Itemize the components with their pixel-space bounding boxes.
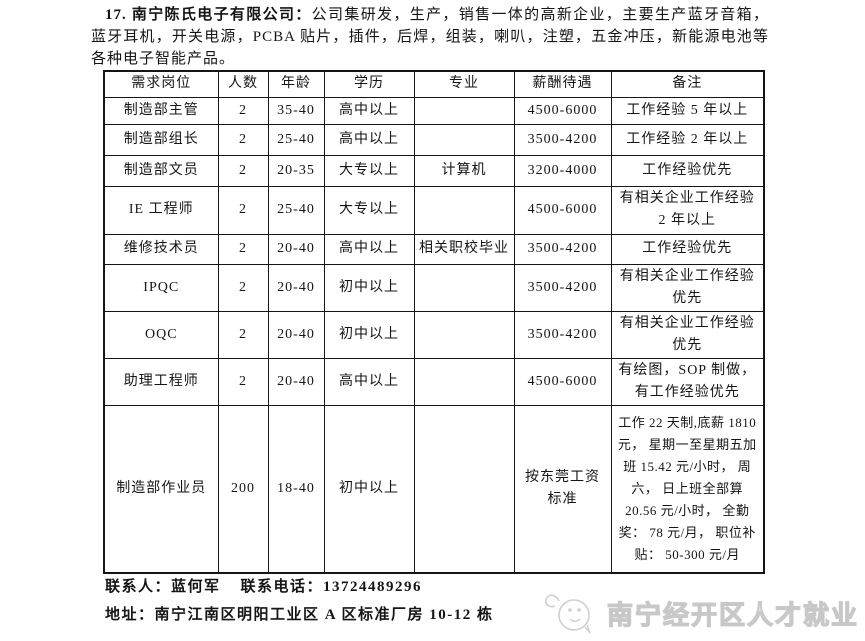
cell-remark: 有相关企业工作经验 2 年以上: [610, 185, 765, 235]
phone-number: 13724489296: [323, 579, 423, 595]
cell-education: 初中以上: [323, 310, 415, 359]
cell-major: [413, 310, 515, 359]
cell-major: [413, 404, 515, 574]
jobs-table: 需求岗位 人数 年龄 学历 专业 薪酬待遇 备注 制造部主管 2 35-40 高…: [103, 70, 765, 574]
cell-remark: 工作经验 5 年以上: [610, 96, 765, 125]
cell-education: 高中以上: [323, 357, 415, 406]
table-row: 制造部组长 2 25-40 高中以上 3500-4200 工作经验 2 年以上: [103, 123, 765, 156]
cell-age: 25-40: [267, 185, 325, 235]
cell-count: 2: [217, 357, 269, 406]
cell-count: 2: [217, 154, 269, 187]
cell-major: [413, 185, 515, 235]
cell-count: 200: [217, 404, 269, 574]
header-remark: 备注: [610, 70, 765, 98]
company-intro-heading: 17. 南宁陈氏电子有限公司：: [105, 7, 312, 23]
cell-count: 2: [217, 96, 269, 125]
contact-label: 联系人：: [105, 579, 172, 595]
cell-position: 制造部组长: [103, 123, 219, 156]
cell-position: 制造部作业员: [103, 404, 219, 574]
cell-age: 18-40: [267, 404, 325, 574]
cell-education: 大专以上: [323, 154, 415, 187]
cell-count: 2: [217, 263, 269, 312]
cell-major: [413, 123, 515, 156]
cell-salary: 4500-6000: [513, 357, 612, 406]
cell-major: [413, 263, 515, 312]
cell-remark: 有相关企业工作经验优先: [610, 263, 765, 312]
cell-remark: 工作 22 天制,底薪 1810 元， 星期一至星期五加班 15.42 元/小时…: [610, 404, 765, 574]
table-row: OQC 2 20-40 初中以上 3500-4200 有相关企业工作经验优先: [103, 310, 765, 359]
address-value: 南宁江南区明阳工业区 A 区标准厂房 10-12 栋: [154, 607, 494, 623]
cell-major: 相关职校毕业: [413, 233, 515, 265]
cell-count: 2: [217, 233, 269, 265]
cell-position: IE 工程师: [103, 185, 219, 235]
cell-major: 计算机: [413, 154, 515, 187]
company-intro-body: 公司集研发，生产，销售一体的高新企业，主要生产蓝牙音箱，蓝牙耳机，开关电源，PC…: [91, 7, 769, 67]
header-age: 年龄: [267, 70, 325, 98]
cell-salary: 4500-6000: [513, 96, 612, 125]
cell-education: 初中以上: [323, 404, 415, 574]
table-header-row: 需求岗位 人数 年龄 学历 专业 薪酬待遇 备注: [103, 70, 765, 98]
chick-logo-icon: [545, 594, 591, 634]
cell-remark: 有绘图，SOP 制做，有工作经验优先: [610, 357, 765, 406]
cell-salary: 按东莞工资 标准: [513, 404, 612, 574]
cell-position: OQC: [103, 310, 219, 359]
cell-age: 20-40: [267, 263, 325, 312]
cell-salary: 3500-4200: [513, 233, 612, 265]
cell-remark: 工作经验优先: [610, 233, 765, 265]
cell-education: 高中以上: [323, 123, 415, 156]
cell-education: 大专以上: [323, 185, 415, 235]
cell-salary: 3500-4200: [513, 123, 612, 156]
cell-age: 20-40: [267, 310, 325, 359]
contact-name: 蓝何军: [171, 579, 221, 595]
table-row: 制造部文员 2 20-35 大专以上 计算机 3200-4000 工作经验优先: [103, 154, 765, 187]
table-row: 维修技术员 2 20-40 高中以上 相关职校毕业 3500-4200 工作经验…: [103, 233, 765, 265]
header-count: 人数: [217, 70, 269, 98]
cell-position: 维修技术员: [103, 233, 219, 265]
cell-salary: 3500-4200: [513, 310, 612, 359]
header-position: 需求岗位: [103, 70, 219, 98]
cell-age: 20-40: [267, 233, 325, 265]
cell-education: 初中以上: [323, 263, 415, 312]
cell-education: 高中以上: [323, 233, 415, 265]
cell-major: [413, 96, 515, 125]
cell-remark: 工作经验 2 年以上: [610, 123, 765, 156]
phone-label: 联系电话：: [240, 579, 324, 595]
company-intro: 17. 南宁陈氏电子有限公司：公司集研发，生产，销售一体的高新企业，主要生产蓝牙…: [91, 4, 769, 70]
contact-line: 联系人：蓝何军 联系电话：13724489296: [105, 575, 422, 596]
table-row: 制造部作业员 200 18-40 初中以上 按东莞工资 标准 工作 22 天制,…: [103, 404, 765, 574]
cell-position: 制造部主管: [103, 96, 219, 125]
address-line: 地址：南宁江南区明阳工业区 A 区标准厂房 10-12 栋: [105, 603, 494, 624]
table-row: IPQC 2 20-40 初中以上 3500-4200 有相关企业工作经验优先: [103, 263, 765, 312]
table-row: IE 工程师 2 25-40 大专以上 4500-6000 有相关企业工作经验 …: [103, 185, 765, 235]
table-row: 制造部主管 2 35-40 高中以上 4500-6000 工作经验 5 年以上: [103, 96, 765, 125]
table-row: 助理工程师 2 20-40 高中以上 4500-6000 有绘图，SOP 制做，…: [103, 357, 765, 406]
cell-count: 2: [217, 310, 269, 359]
cell-position: 制造部文员: [103, 154, 219, 187]
cell-remark: 工作经验优先: [610, 154, 765, 187]
cell-salary: 3200-4000: [513, 154, 612, 187]
cell-age: 25-40: [267, 123, 325, 156]
address-label: 地址：: [105, 607, 155, 623]
cell-remark: 有相关企业工作经验优先: [610, 310, 765, 359]
cell-major: [413, 357, 515, 406]
watermark: 南宁经开区人才就业: [543, 591, 859, 635]
cell-position: 助理工程师: [103, 357, 219, 406]
header-major: 专业: [413, 70, 515, 98]
cell-age: 20-40: [267, 357, 325, 406]
cell-age: 20-35: [267, 154, 325, 187]
header-salary: 薪酬待遇: [513, 70, 612, 98]
cell-position: IPQC: [103, 263, 219, 312]
cell-education: 高中以上: [323, 96, 415, 125]
cell-salary: 3500-4200: [513, 263, 612, 312]
cell-count: 2: [217, 123, 269, 156]
cell-salary: 4500-6000: [513, 185, 612, 235]
watermark-text: 南宁经开区人才就业: [606, 599, 859, 630]
cell-count: 2: [217, 185, 269, 235]
header-education: 学历: [323, 70, 415, 98]
cell-age: 35-40: [267, 96, 325, 125]
